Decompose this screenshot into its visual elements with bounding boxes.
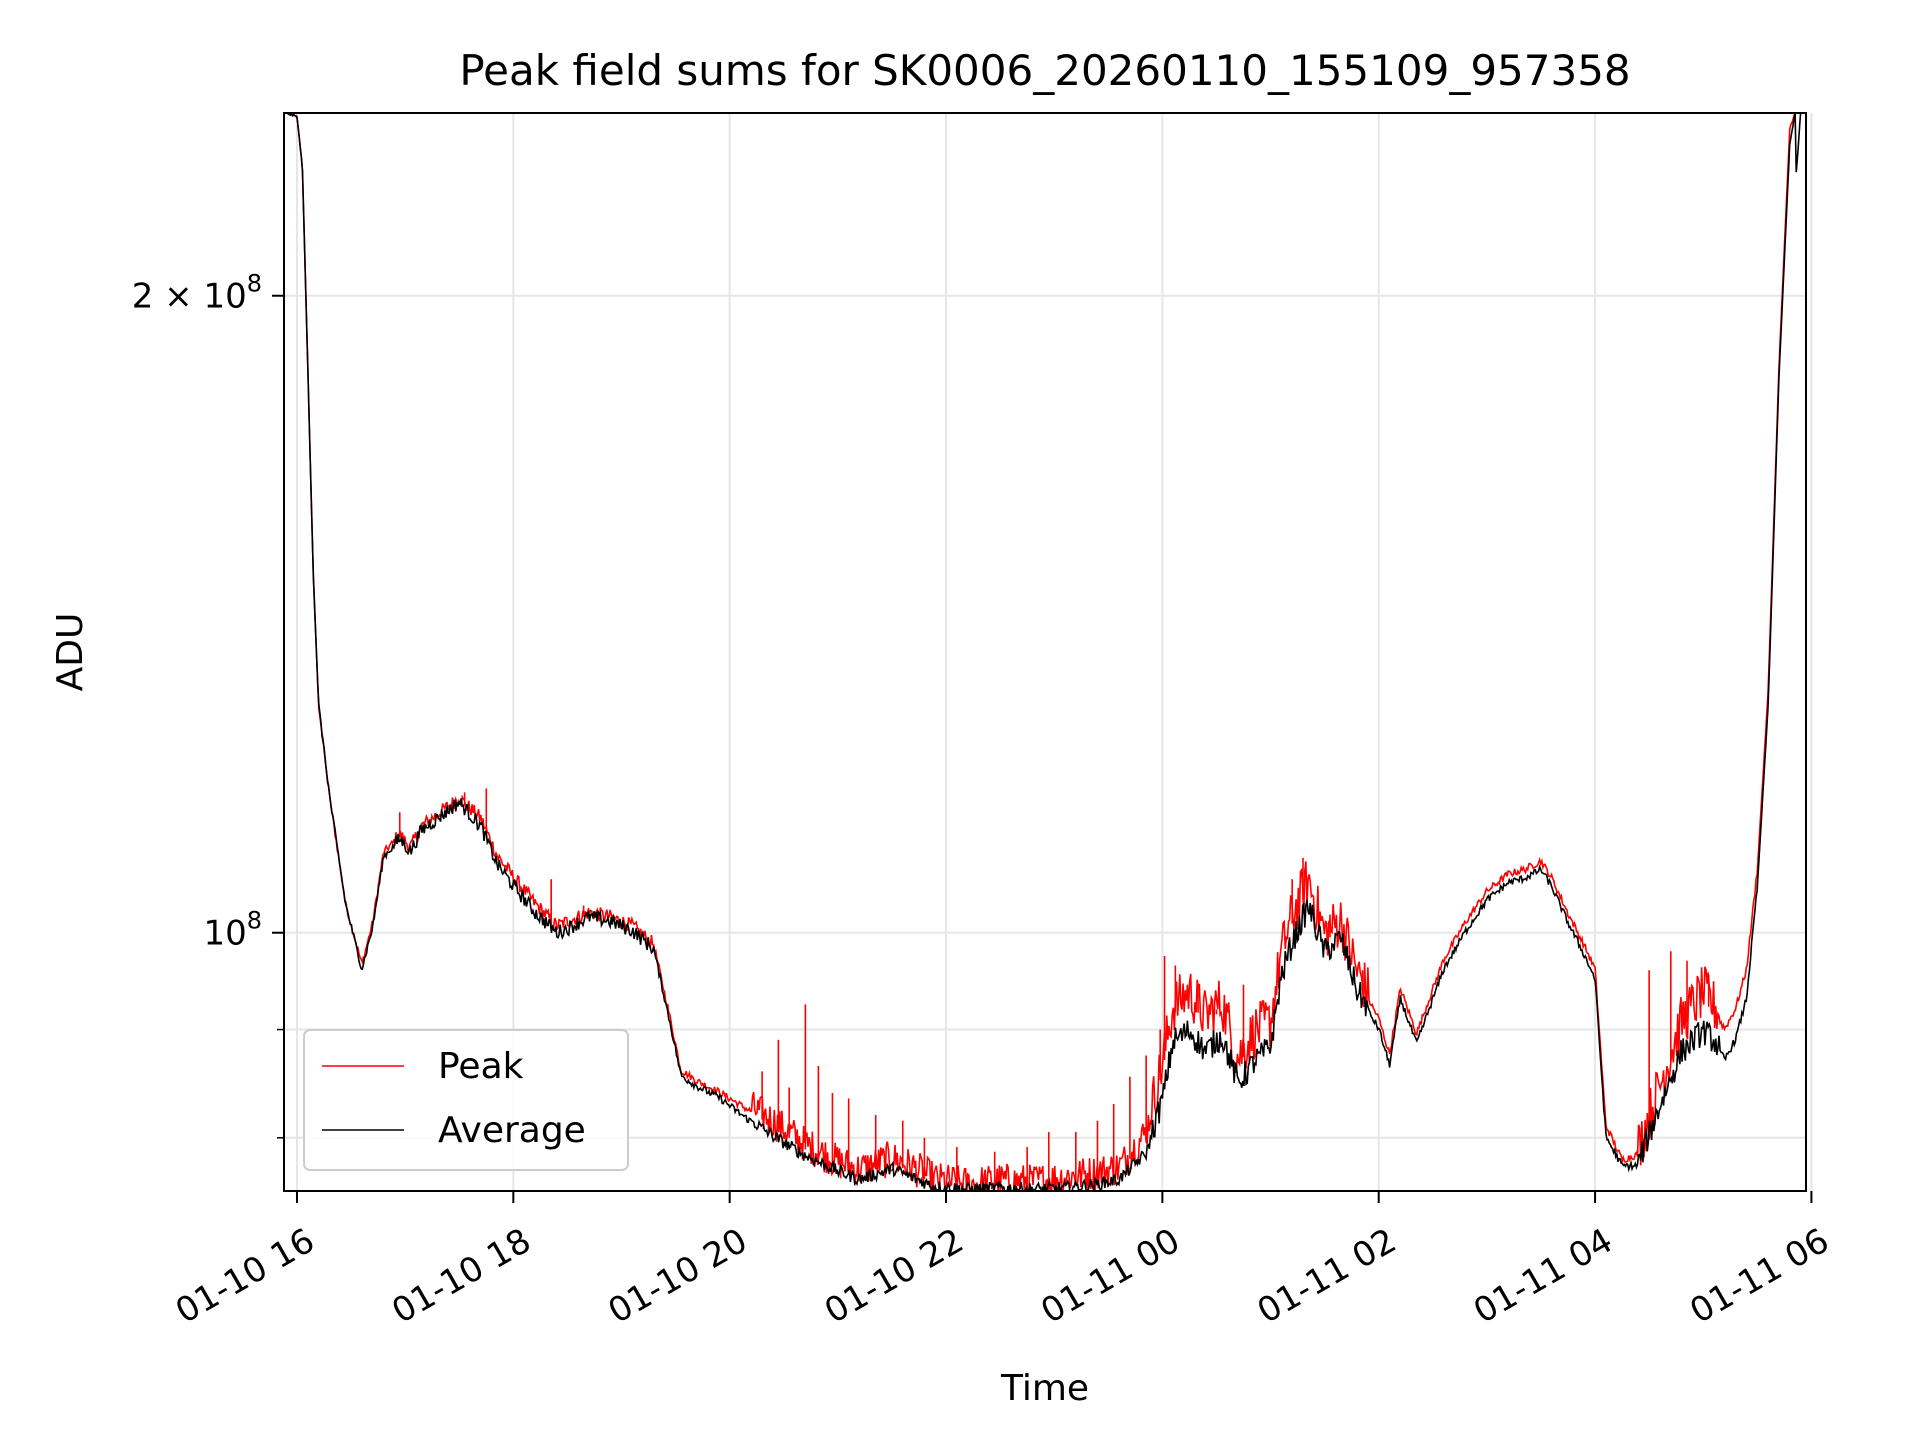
- chart-title: Peak field sums for SK0006_20260110_1551…: [459, 46, 1630, 95]
- peak-spikes: [398, 788, 1710, 1189]
- legend-peak-label: Peak: [438, 1046, 524, 1087]
- y-tick-label-0: 108: [203, 907, 262, 954]
- plot-frame: [283, 112, 1807, 1192]
- y-axis: 108 2 × 108: [132, 270, 284, 1139]
- legend-box: [303, 1029, 629, 1171]
- legend: Peak Average: [303, 1029, 629, 1171]
- legend-average-label: Average: [438, 1110, 586, 1151]
- peak-series-line: [284, 113, 1806, 1191]
- y-tick-label-1: 2 × 108: [132, 270, 262, 317]
- x-axis-label: Time: [1000, 1368, 1089, 1409]
- y-axis-label: ADU: [50, 613, 91, 692]
- average-series-line: [284, 113, 1806, 1191]
